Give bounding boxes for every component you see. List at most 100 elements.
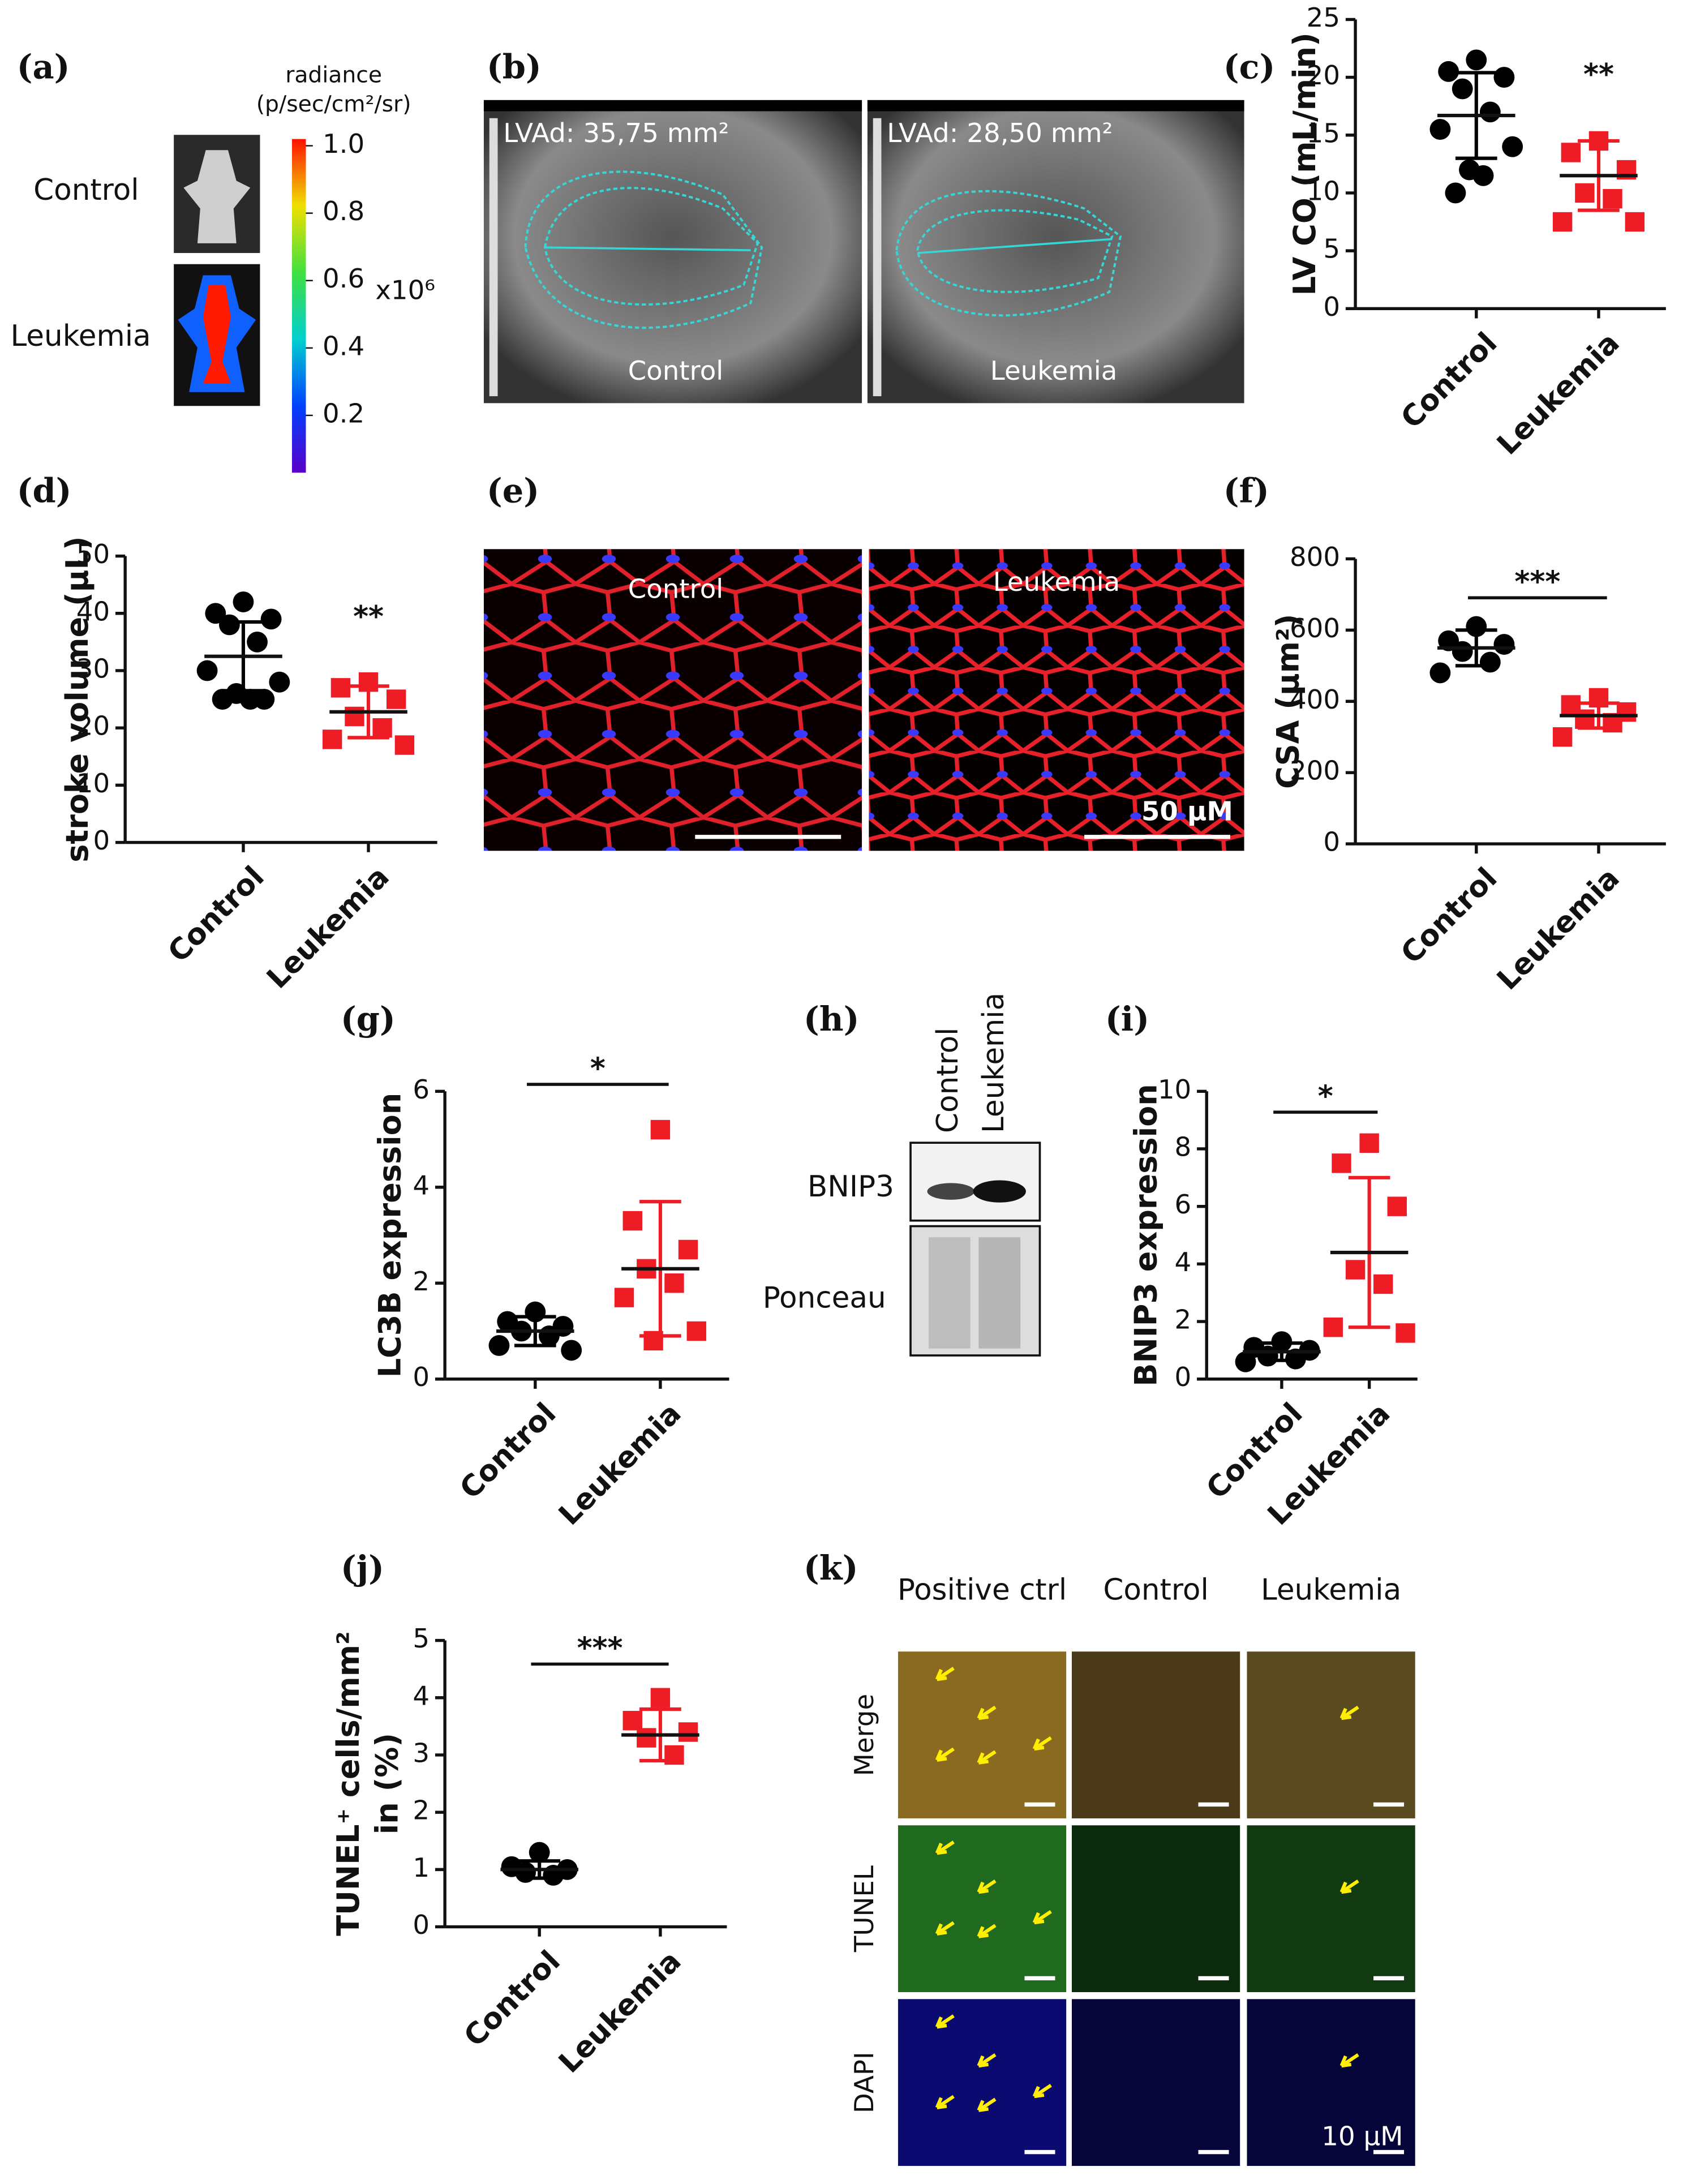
measurement: LVAd: 28,50 mm²	[887, 118, 1113, 149]
arrow	[977, 1750, 997, 1765]
colorbar	[291, 139, 306, 473]
point	[650, 1119, 671, 1140]
y-tick-label: 800	[1290, 542, 1340, 573]
point	[254, 689, 275, 710]
micrograph	[1071, 1651, 1240, 1818]
point	[1479, 651, 1501, 673]
x-tick-label: Control	[458, 1944, 567, 2053]
y-tick-label: 600	[1290, 613, 1340, 644]
y-tick-label: 6	[413, 1075, 430, 1105]
significance: ***	[1514, 565, 1560, 599]
point	[1235, 1351, 1256, 1372]
caption: Control	[628, 356, 724, 387]
colorbar-title: radiance	[285, 63, 382, 88]
panel-label: (a)	[17, 47, 70, 86]
y-tick-label: 1	[413, 1853, 430, 1883]
y-axis-label: stroke volume (µL)	[59, 536, 95, 862]
significance: ***	[577, 1632, 623, 1666]
point	[1575, 709, 1595, 729]
point	[1323, 1318, 1343, 1337]
panel-label: (g)	[341, 999, 396, 1039]
colorbar-unit: x10⁶	[375, 275, 435, 306]
colorbar-tick-label: 0.6	[323, 264, 364, 294]
y-tick-label: 20	[1307, 61, 1340, 91]
micrograph	[1247, 1999, 1415, 2166]
point	[1561, 143, 1581, 162]
column-label: Positive ctrl	[898, 1573, 1067, 1607]
x-tick-label: Leukemia	[1491, 326, 1626, 461]
point	[1396, 1323, 1415, 1343]
column-label: Control	[1103, 1573, 1208, 1607]
y-tick-label: 15	[1307, 118, 1340, 149]
point	[1502, 136, 1523, 157]
point	[678, 1722, 698, 1742]
point	[1552, 212, 1573, 232]
x-tick-label: Leukemia	[552, 1944, 688, 2079]
x-tick-label: Leukemia	[1491, 861, 1626, 997]
point	[372, 718, 392, 738]
point	[1552, 727, 1573, 747]
y-tick-label: 40	[76, 597, 110, 627]
point	[1603, 188, 1622, 209]
y-tick-label: 25	[1307, 3, 1340, 33]
y-tick-label: 2	[1175, 1305, 1192, 1336]
ultrasound-image: LVAd: 28,50 mm² Leukemia	[867, 100, 1244, 404]
x-tick-label: Control	[1394, 861, 1504, 971]
y-tick-label: 20	[76, 711, 110, 742]
point	[1359, 1133, 1379, 1153]
scale-label: 10 µM	[1321, 2121, 1403, 2152]
y-tick-label: 0	[413, 1910, 430, 1941]
point	[637, 1728, 656, 1748]
panel-label: (f)	[1223, 471, 1269, 510]
point	[205, 603, 226, 624]
point	[1493, 67, 1515, 88]
micrograph	[1247, 1651, 1415, 1818]
point	[1332, 1153, 1351, 1173]
point	[394, 735, 415, 755]
arrow	[1032, 1910, 1052, 1925]
point	[330, 678, 351, 698]
arrow	[935, 1840, 955, 1855]
y-tick-label: 5	[1323, 234, 1340, 265]
arrow	[935, 2095, 955, 2109]
row-label: Merge	[849, 1694, 880, 1777]
micrograph	[1071, 1825, 1240, 1993]
point	[561, 1340, 582, 1361]
point	[686, 1321, 706, 1341]
point	[538, 1325, 560, 1346]
arrow	[935, 1667, 955, 1681]
point	[488, 1335, 510, 1356]
point	[1479, 101, 1501, 123]
y-axis-label: LV CO (mL/min)	[1287, 32, 1323, 295]
column-label: Leukemia	[1261, 1573, 1401, 1607]
x-tick-label: Leukemia	[552, 1396, 688, 1531]
significance: **	[1583, 58, 1614, 92]
x-tick-label: Control	[161, 860, 270, 969]
arrow	[1339, 1879, 1359, 1894]
histology-image: Control	[483, 549, 862, 851]
y-tick-label: 4	[413, 1170, 430, 1201]
micrograph	[898, 1999, 1067, 2166]
panel-label: (c)	[1223, 47, 1276, 86]
colorbar-ticks: 1.0 0.8 0.6 0.4 0.2	[306, 129, 364, 429]
micrograph	[1247, 1825, 1415, 1993]
y-tick-label: 0	[93, 826, 110, 856]
significance: **	[353, 600, 384, 634]
point	[269, 671, 290, 693]
y-tick-label: 8	[1175, 1132, 1192, 1162]
point	[1452, 78, 1473, 100]
panel-label: (b)	[487, 47, 542, 86]
y-axis-label: LC3B expression	[372, 1093, 407, 1378]
y-tick-label: 2	[413, 1267, 430, 1297]
y-axis-label: in (%)	[370, 1733, 405, 1834]
point	[1345, 1260, 1366, 1280]
column-label: Leukemia	[977, 993, 1011, 1133]
measurement: LVAd: 35,75 mm²	[503, 118, 729, 149]
point	[212, 689, 233, 710]
y-tick-label: 4	[1175, 1247, 1192, 1278]
signal	[203, 285, 231, 384]
point	[386, 689, 406, 709]
panel-label: (j)	[341, 1548, 384, 1587]
